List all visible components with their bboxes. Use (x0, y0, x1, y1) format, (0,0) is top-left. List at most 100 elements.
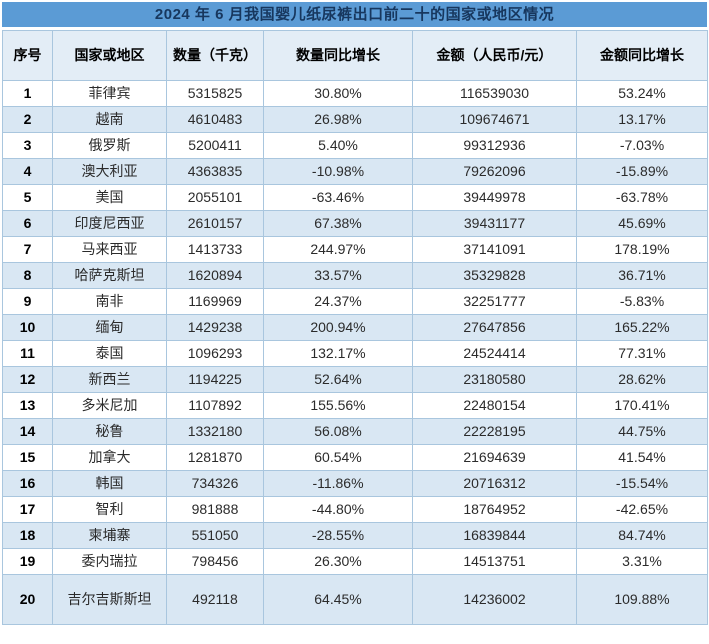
column-header: 金额（人民币/元） (412, 30, 577, 81)
rank-cell: 5 (2, 184, 53, 211)
country-cell: 马来西亚 (52, 236, 167, 263)
country-cell: 韩国 (52, 470, 167, 497)
value-cell: 1332180 (166, 418, 264, 445)
value-cell: 5315825 (166, 80, 264, 107)
table-row: 1 菲律宾 5315825 30.80% 116539030 53.24% (2, 80, 708, 107)
rank-cell: 19 (2, 548, 53, 575)
value-cell: 1194225 (166, 366, 264, 393)
value-cell: 2610157 (166, 210, 264, 237)
value-cell: 18764952 (412, 496, 577, 523)
table-row: 8 哈萨克斯坦 1620894 33.57% 35329828 36.71% (2, 262, 708, 289)
value-cell: 39449978 (412, 184, 577, 211)
country-cell: 南非 (52, 288, 167, 315)
value-cell: 24524414 (412, 340, 577, 367)
column-header: 数量（千克） (166, 30, 264, 81)
table-row: 14 秘鲁 1332180 56.08% 22228195 44.75% (2, 418, 708, 445)
rank-cell: 13 (2, 392, 53, 419)
country-cell: 新西兰 (52, 366, 167, 393)
value-cell: 44.75% (576, 418, 708, 445)
value-cell: 3.31% (576, 548, 708, 575)
rank-cell: 17 (2, 496, 53, 523)
value-cell: -11.86% (263, 470, 413, 497)
value-cell: 26.98% (263, 106, 413, 133)
country-cell: 泰国 (52, 340, 167, 367)
value-cell: -44.80% (263, 496, 413, 523)
table-row: 15 加拿大 1281870 60.54% 21694639 41.54% (2, 444, 708, 471)
value-cell: 36.71% (576, 262, 708, 289)
value-cell: 1107892 (166, 392, 264, 419)
rank-cell: 20 (2, 574, 53, 625)
table-row: 16 韩国 734326 -11.86% 20716312 -15.54% (2, 470, 708, 497)
value-cell: -15.54% (576, 470, 708, 497)
value-cell: 39431177 (412, 210, 577, 237)
rank-cell: 18 (2, 522, 53, 549)
value-cell: 32251777 (412, 288, 577, 315)
country-cell: 智利 (52, 496, 167, 523)
country-cell: 澳大利亚 (52, 158, 167, 185)
column-header: 金额同比增长 (576, 30, 708, 81)
value-cell: 798456 (166, 548, 264, 575)
value-cell: 41.54% (576, 444, 708, 471)
country-cell: 加拿大 (52, 444, 167, 471)
value-cell: 109.88% (576, 574, 708, 625)
value-cell: 20716312 (412, 470, 577, 497)
country-cell: 秘鲁 (52, 418, 167, 445)
value-cell: 56.08% (263, 418, 413, 445)
value-cell: 67.38% (263, 210, 413, 237)
value-cell: 1429238 (166, 314, 264, 341)
table-row: 17 智利 981888 -44.80% 18764952 -42.65% (2, 496, 708, 523)
table-row: 3 俄罗斯 5200411 5.40% 99312936 -7.03% (2, 132, 708, 159)
value-cell: -10.98% (263, 158, 413, 185)
value-cell: -5.83% (576, 288, 708, 315)
table-row: 5 美国 2055101 -63.46% 39449978 -63.78% (2, 184, 708, 211)
rank-cell: 4 (2, 158, 53, 185)
value-cell: 200.94% (263, 314, 413, 341)
value-cell: 1281870 (166, 444, 264, 471)
rank-cell: 12 (2, 366, 53, 393)
value-cell: 99312936 (412, 132, 577, 159)
rank-cell: 1 (2, 80, 53, 107)
value-cell: -63.46% (263, 184, 413, 211)
column-header: 序号 (2, 30, 53, 81)
rank-cell: 8 (2, 262, 53, 289)
value-cell: -15.89% (576, 158, 708, 185)
value-cell: 22228195 (412, 418, 577, 445)
rank-cell: 10 (2, 314, 53, 341)
country-cell: 委内瑞拉 (52, 548, 167, 575)
column-header: 数量同比增长 (263, 30, 413, 81)
value-cell: 178.19% (576, 236, 708, 263)
value-cell: -28.55% (263, 522, 413, 549)
value-cell: 77.31% (576, 340, 708, 367)
value-cell: 28.62% (576, 366, 708, 393)
value-cell: 13.17% (576, 106, 708, 133)
rank-cell: 3 (2, 132, 53, 159)
value-cell: 84.74% (576, 522, 708, 549)
table-row: 20 吉尔吉斯斯坦 492118 64.45% 14236002 109.88% (2, 574, 708, 625)
value-cell: 155.56% (263, 392, 413, 419)
rank-cell: 11 (2, 340, 53, 367)
value-cell: 33.57% (263, 262, 413, 289)
value-cell: 14236002 (412, 574, 577, 625)
country-cell: 柬埔寨 (52, 522, 167, 549)
value-cell: 981888 (166, 496, 264, 523)
country-cell: 菲律宾 (52, 80, 167, 107)
value-cell: 170.41% (576, 392, 708, 419)
table-row: 18 柬埔寨 551050 -28.55% 16839844 84.74% (2, 522, 708, 549)
value-cell: 53.24% (576, 80, 708, 107)
value-cell: 492118 (166, 574, 264, 625)
value-cell: 16839844 (412, 522, 577, 549)
rank-cell: 16 (2, 470, 53, 497)
value-cell: 1169969 (166, 288, 264, 315)
value-cell: -42.65% (576, 496, 708, 523)
value-cell: 1620894 (166, 262, 264, 289)
rank-cell: 2 (2, 106, 53, 133)
table-title: 2024 年 6 月我国婴儿纸尿裤出口前二十的国家或地区情况 (2, 2, 707, 27)
value-cell: 5200411 (166, 132, 264, 159)
value-cell: 26.30% (263, 548, 413, 575)
rank-cell: 6 (2, 210, 53, 237)
country-cell: 越南 (52, 106, 167, 133)
country-cell: 多米尼加 (52, 392, 167, 419)
value-cell: 109674671 (412, 106, 577, 133)
table-row: 10 缅甸 1429238 200.94% 27647856 165.22% (2, 314, 708, 341)
